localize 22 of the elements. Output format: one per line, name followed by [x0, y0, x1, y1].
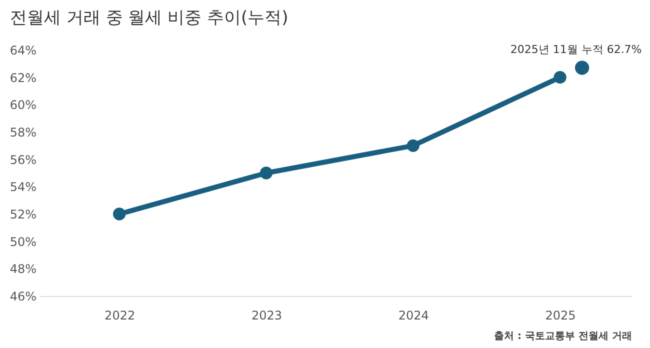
point — [113, 208, 126, 220]
point — [406, 139, 420, 152]
x-tick-label: 2022 — [104, 308, 136, 322]
point — [260, 166, 273, 180]
y-tick-label: 52% — [10, 208, 36, 222]
source-note: 출처 : 국토교통부 전월세 거래 — [494, 331, 632, 342]
y-tick-label: 48% — [10, 262, 36, 276]
y-tick-label: 50% — [10, 234, 36, 249]
y-tick-label: 46% — [10, 290, 36, 304]
x-tick-label: 2025 — [545, 308, 576, 322]
y-tick-label: 64% — [10, 44, 36, 58]
y-tick-label: 60% — [10, 98, 36, 112]
x-tick-label: 2024 — [398, 308, 429, 322]
y-tick-label: 54% — [10, 180, 36, 194]
point — [574, 60, 590, 75]
chart-title: 전월세 거래 중 월세 비중 추이(누적) — [10, 8, 288, 28]
y-tick-label: 58% — [10, 126, 36, 140]
annotation: 2025년 11월 누적 62.7% — [510, 42, 642, 56]
x-tick-label: 2023 — [251, 308, 282, 322]
y-tick-label: 56% — [10, 152, 36, 167]
y-tick-label: 62% — [10, 70, 36, 85]
point — [554, 71, 566, 84]
